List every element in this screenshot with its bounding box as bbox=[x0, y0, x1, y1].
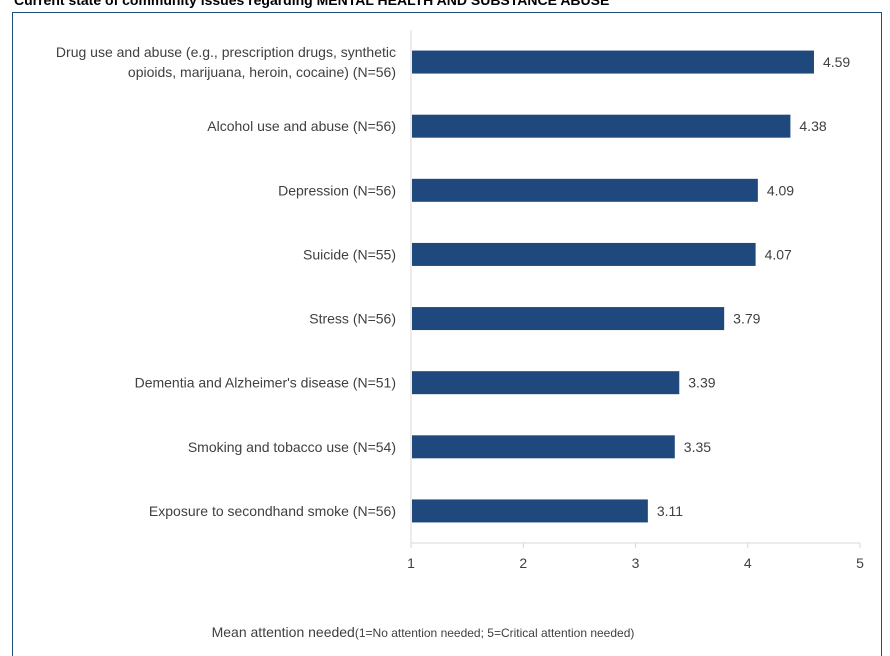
category-label-line: Depression (N=56) bbox=[278, 182, 396, 198]
category-label-line: Smoking and tobacco use (N=54) bbox=[188, 439, 396, 455]
data-label: 3.35 bbox=[684, 439, 711, 455]
category-label-line: opioids, marijuana, heroin, cocaine) (N=… bbox=[128, 64, 396, 80]
x-tick-label: 5 bbox=[856, 555, 864, 571]
chart-frame bbox=[12, 12, 882, 656]
chart-title: Current state of community issues regard… bbox=[14, 0, 610, 8]
category-label-line: Drug use and abuse (e.g., prescription d… bbox=[56, 44, 396, 60]
category-label: Stress (N=56) bbox=[309, 311, 396, 327]
data-label: 4.09 bbox=[767, 182, 794, 198]
x-axis-title-sub: (1=No attention needed; 5=Critical atten… bbox=[354, 626, 635, 640]
x-tick-label: 2 bbox=[519, 555, 527, 571]
category-label-line: Suicide (N=55) bbox=[303, 246, 396, 262]
data-label: 3.11 bbox=[657, 503, 683, 519]
data-label: 4.59 bbox=[823, 54, 850, 70]
category-label: Exposure to secondhand smoke (N=56) bbox=[149, 503, 396, 519]
category-label-line: Exposure to secondhand smoke (N=56) bbox=[149, 503, 396, 519]
bar bbox=[412, 242, 756, 266]
x-tick-label: 3 bbox=[632, 555, 640, 571]
x-axis-title: Mean attention needed(1=No attention nee… bbox=[0, 624, 846, 640]
bar bbox=[412, 499, 648, 523]
x-axis-title-main: Mean attention needed bbox=[211, 624, 355, 640]
category-label: Dementia and Alzheimer's disease (N=51) bbox=[135, 375, 396, 391]
bar bbox=[412, 307, 725, 331]
data-label: 3.79 bbox=[733, 311, 760, 327]
bar bbox=[412, 114, 791, 138]
data-label: 4.38 bbox=[799, 118, 826, 134]
bar bbox=[412, 50, 814, 74]
category-label-line: Alcohol use and abuse (N=56) bbox=[207, 118, 396, 134]
x-tick-label: 4 bbox=[744, 555, 752, 571]
category-label: Depression (N=56) bbox=[278, 182, 396, 198]
category-label: Alcohol use and abuse (N=56) bbox=[207, 118, 396, 134]
category-label-line: Stress (N=56) bbox=[309, 311, 396, 327]
category-label: Drug use and abuse (e.g., prescription d… bbox=[56, 44, 396, 80]
category-label-line: Dementia and Alzheimer's disease (N=51) bbox=[135, 375, 396, 391]
data-label: 3.39 bbox=[688, 375, 715, 391]
bar bbox=[412, 371, 680, 395]
data-label: 4.07 bbox=[765, 246, 792, 262]
category-label: Smoking and tobacco use (N=54) bbox=[188, 439, 396, 455]
x-tick-label: 1 bbox=[407, 555, 415, 571]
category-label: Suicide (N=55) bbox=[303, 246, 396, 262]
bar bbox=[412, 178, 758, 202]
bar bbox=[412, 435, 675, 459]
